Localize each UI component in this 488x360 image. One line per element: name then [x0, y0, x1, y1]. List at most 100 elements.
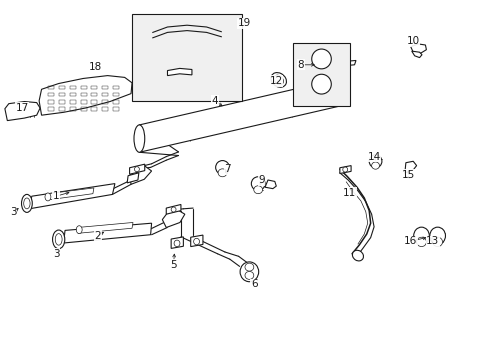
Bar	[48, 100, 54, 104]
Bar	[113, 100, 119, 104]
Ellipse shape	[429, 227, 445, 244]
Text: 12: 12	[269, 76, 283, 86]
Ellipse shape	[311, 49, 330, 69]
Bar	[59, 93, 65, 96]
Text: 11: 11	[342, 188, 356, 198]
Ellipse shape	[244, 263, 253, 271]
Text: 19: 19	[237, 18, 251, 28]
Polygon shape	[48, 188, 94, 200]
Polygon shape	[333, 60, 355, 67]
Bar	[91, 107, 97, 111]
Polygon shape	[129, 164, 144, 174]
Bar	[113, 107, 119, 111]
Text: 8: 8	[297, 60, 304, 70]
Bar	[113, 86, 119, 89]
Bar	[81, 86, 86, 89]
Text: 7: 7	[224, 164, 230, 174]
Ellipse shape	[53, 230, 64, 249]
Ellipse shape	[244, 271, 253, 279]
Polygon shape	[139, 78, 342, 152]
Polygon shape	[339, 65, 349, 92]
Ellipse shape	[273, 75, 283, 85]
Bar	[59, 107, 65, 111]
Ellipse shape	[240, 262, 258, 282]
Ellipse shape	[352, 250, 363, 261]
Bar	[70, 100, 76, 104]
Text: 4: 4	[211, 96, 218, 106]
Polygon shape	[29, 184, 115, 209]
Text: 15: 15	[401, 170, 414, 180]
Bar	[48, 93, 54, 96]
Ellipse shape	[23, 198, 30, 209]
Polygon shape	[404, 161, 416, 173]
Bar	[81, 93, 86, 96]
Polygon shape	[166, 204, 181, 214]
Bar	[293, 43, 349, 106]
Ellipse shape	[371, 162, 379, 169]
Polygon shape	[63, 223, 151, 243]
Polygon shape	[77, 222, 133, 233]
Bar	[91, 86, 97, 89]
Bar	[70, 86, 76, 89]
Bar	[102, 100, 108, 104]
Ellipse shape	[311, 74, 330, 94]
Text: 6: 6	[250, 279, 257, 289]
Bar	[81, 100, 86, 104]
Text: 3: 3	[53, 249, 60, 259]
Polygon shape	[5, 102, 40, 121]
Bar	[91, 93, 97, 96]
Bar	[59, 86, 65, 89]
Text: 13: 13	[425, 236, 439, 246]
Ellipse shape	[432, 237, 442, 247]
Bar	[91, 100, 97, 104]
Bar	[48, 86, 54, 89]
Polygon shape	[190, 235, 203, 247]
Text: 9: 9	[258, 175, 264, 185]
Ellipse shape	[134, 125, 144, 152]
Ellipse shape	[218, 169, 226, 177]
Bar	[59, 100, 65, 104]
Polygon shape	[411, 51, 421, 58]
Bar	[102, 107, 108, 111]
Bar	[70, 93, 76, 96]
Ellipse shape	[413, 227, 428, 244]
Ellipse shape	[174, 240, 180, 247]
Text: 2: 2	[94, 231, 101, 241]
Ellipse shape	[342, 167, 347, 172]
Ellipse shape	[76, 226, 82, 234]
Polygon shape	[129, 166, 151, 184]
Text: 1: 1	[53, 191, 60, 201]
Bar	[102, 86, 108, 89]
Polygon shape	[339, 166, 350, 174]
Text: 5: 5	[170, 260, 177, 270]
Bar	[132, 14, 242, 101]
Ellipse shape	[171, 207, 176, 212]
Text: 14: 14	[366, 152, 380, 162]
Bar	[81, 107, 86, 111]
Polygon shape	[162, 210, 184, 228]
Text: 3: 3	[10, 207, 17, 217]
Polygon shape	[39, 76, 132, 115]
Ellipse shape	[55, 234, 62, 245]
Text: 16: 16	[403, 236, 417, 246]
Polygon shape	[167, 68, 191, 76]
Ellipse shape	[193, 238, 199, 245]
Polygon shape	[410, 44, 426, 53]
Ellipse shape	[215, 161, 229, 174]
Text: 18: 18	[88, 62, 102, 72]
Ellipse shape	[134, 167, 139, 172]
Ellipse shape	[368, 155, 381, 168]
Bar	[113, 93, 119, 96]
Polygon shape	[127, 173, 139, 183]
Bar	[70, 107, 76, 111]
Ellipse shape	[253, 186, 262, 194]
Bar	[102, 93, 108, 96]
Ellipse shape	[45, 193, 51, 201]
Ellipse shape	[336, 78, 347, 105]
Polygon shape	[264, 180, 276, 189]
Text: 17: 17	[15, 103, 29, 113]
Bar	[48, 107, 54, 111]
Ellipse shape	[270, 73, 286, 87]
Ellipse shape	[251, 177, 264, 190]
Text: 10: 10	[406, 36, 419, 46]
